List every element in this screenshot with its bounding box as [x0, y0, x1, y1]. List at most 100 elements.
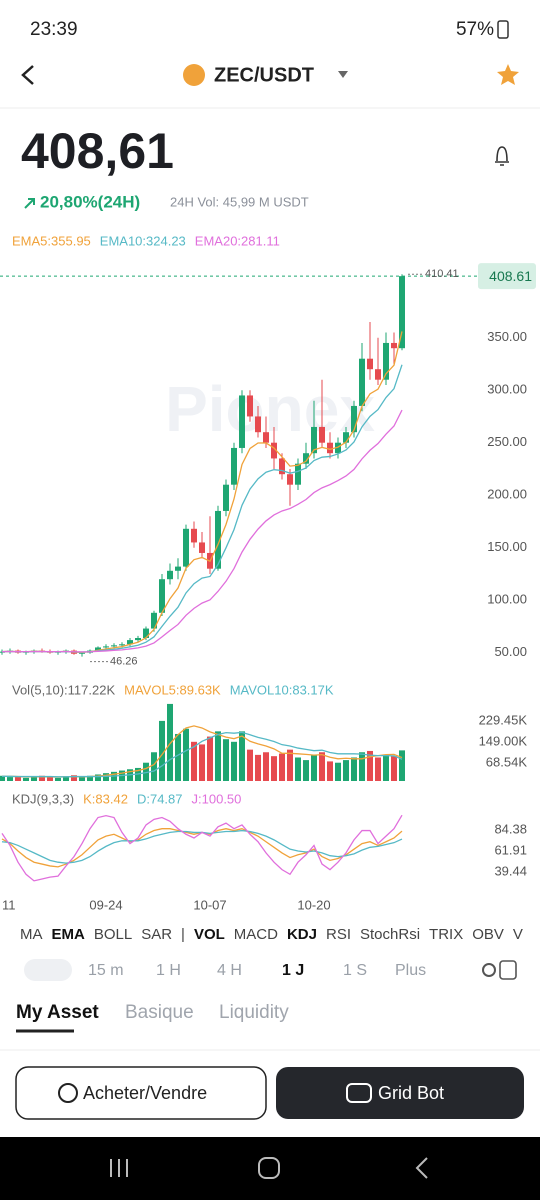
indicator-tab[interactable]: TRIX — [429, 926, 463, 943]
y-tick-label: 68.54K — [486, 755, 528, 770]
timeframe[interactable]: 1 J — [282, 962, 304, 979]
y-tick-label: 150.00 — [487, 539, 527, 554]
timeframe[interactable]: 15 m — [88, 962, 124, 979]
volume-bar — [199, 744, 205, 781]
indicator-tab[interactable]: KDJ — [287, 926, 317, 943]
volume-bar — [383, 754, 389, 781]
battery: 57% — [456, 19, 494, 40]
volume-bar — [23, 777, 29, 781]
volume-bar — [295, 757, 301, 781]
indicator-tab[interactable]: RSI — [326, 926, 351, 943]
indicator-tab[interactable]: StochRsi — [360, 926, 420, 943]
max-label: 410.41 — [425, 268, 459, 280]
candle-body — [287, 474, 293, 485]
volume-bar — [311, 754, 317, 781]
grid-bot-button[interactable] — [276, 1067, 524, 1119]
watermark: Pionex — [165, 373, 375, 445]
asset-tab[interactable]: Basique — [125, 1002, 194, 1023]
volume-bar — [391, 756, 397, 781]
candle-body — [159, 579, 165, 613]
asset-tab[interactable]: My Asset — [16, 1002, 99, 1023]
alert[interactable] — [495, 146, 509, 166]
legend-entry: EMA5:355.95 — [12, 233, 91, 248]
candle-body — [79, 652, 85, 654]
volume-bar — [7, 777, 13, 781]
volume-bar — [223, 739, 229, 781]
candle-body — [263, 432, 269, 443]
volume-bar — [287, 749, 293, 781]
volume-bar — [0, 775, 5, 781]
favorite[interactable] — [497, 64, 519, 85]
candle-body — [103, 646, 109, 648]
legend-entry: MAVOL10:83.17K — [230, 682, 334, 697]
ema-line — [1, 409, 403, 653]
change: 20,80%(24H) — [40, 192, 140, 211]
legend-entry: J:100.50 — [192, 791, 242, 806]
indicator-tab[interactable]: BOLL — [94, 926, 132, 943]
candle-body — [319, 426, 325, 443]
volume-bar — [191, 741, 197, 781]
candle-body — [335, 442, 341, 454]
candle-body — [111, 645, 117, 647]
legend-entry: EMA10:324.23 — [100, 233, 186, 248]
volume-bar — [71, 775, 77, 781]
settings[interactable] — [482, 963, 496, 977]
volume-bar — [95, 774, 101, 781]
bot-icon — [346, 1083, 372, 1103]
candle-body — [167, 570, 173, 580]
coin-icon — [183, 64, 205, 86]
volume-bar — [87, 775, 93, 781]
trade-button[interactable] — [15, 1066, 267, 1120]
x-tick-label: 10-07 — [193, 897, 226, 912]
candle-body — [151, 612, 157, 629]
layout-icon[interactable] — [499, 960, 517, 980]
timeframe[interactable]: 1 H — [156, 962, 181, 979]
volume-bar — [375, 757, 381, 781]
y-tick-label: 200.00 — [487, 487, 527, 502]
indicator-tab[interactable]: MACD — [234, 926, 278, 943]
dropdown[interactable] — [338, 71, 348, 78]
candle-body — [343, 432, 349, 443]
indicator-tab[interactable]: | — [181, 926, 185, 943]
candle-body — [183, 528, 189, 567]
trade-label[interactable]: Acheter/Vendre — [83, 1083, 207, 1103]
indicator-tab[interactable]: MA — [20, 926, 43, 943]
candle-body — [175, 566, 181, 571]
grid-bot-label[interactable]: Grid Bot — [378, 1083, 444, 1103]
candle-body — [119, 644, 125, 646]
volume-bar — [151, 752, 157, 781]
candle-body — [95, 647, 101, 651]
volume-bar — [63, 776, 69, 781]
min-label: 46.26 — [110, 656, 138, 668]
volume-bar — [327, 761, 333, 781]
timeframe[interactable]: Plus — [395, 962, 426, 979]
indicator-tab[interactable]: EMA — [52, 926, 86, 943]
candle-body — [223, 484, 229, 511]
volume-bar — [351, 757, 357, 781]
volume-bar — [255, 754, 261, 781]
legend-entry: D:74.87 — [137, 791, 183, 806]
indicator-tab[interactable]: OBV — [472, 926, 504, 943]
indicator-tab[interactable]: V — [513, 926, 523, 943]
indicator-tab[interactable]: SAR — [141, 926, 172, 943]
candle-body — [367, 358, 373, 370]
nav-home[interactable] — [258, 1157, 280, 1179]
back[interactable] — [21, 65, 34, 85]
volume-bar — [335, 762, 341, 781]
volume-bar — [263, 752, 269, 781]
legend-entry: K:83.42 — [83, 791, 128, 806]
pair[interactable]: ZEC/USDT — [214, 64, 314, 86]
y-tick-label: 100.00 — [487, 592, 527, 607]
candle-body — [143, 628, 149, 638]
chart-type-toggle[interactable] — [24, 959, 72, 981]
indicator-tab[interactable]: VOL — [194, 926, 225, 943]
y-tick-label: 350.00 — [487, 329, 527, 344]
asset-tab[interactable]: Liquidity — [219, 1002, 289, 1023]
mavol-line — [2, 731, 403, 778]
nav-recent[interactable] — [110, 1159, 128, 1177]
volume-bar — [231, 741, 237, 781]
timeframe[interactable]: 4 H — [217, 962, 242, 979]
nav-back[interactable] — [415, 1157, 428, 1179]
timeframe[interactable]: 1 S — [343, 962, 367, 979]
